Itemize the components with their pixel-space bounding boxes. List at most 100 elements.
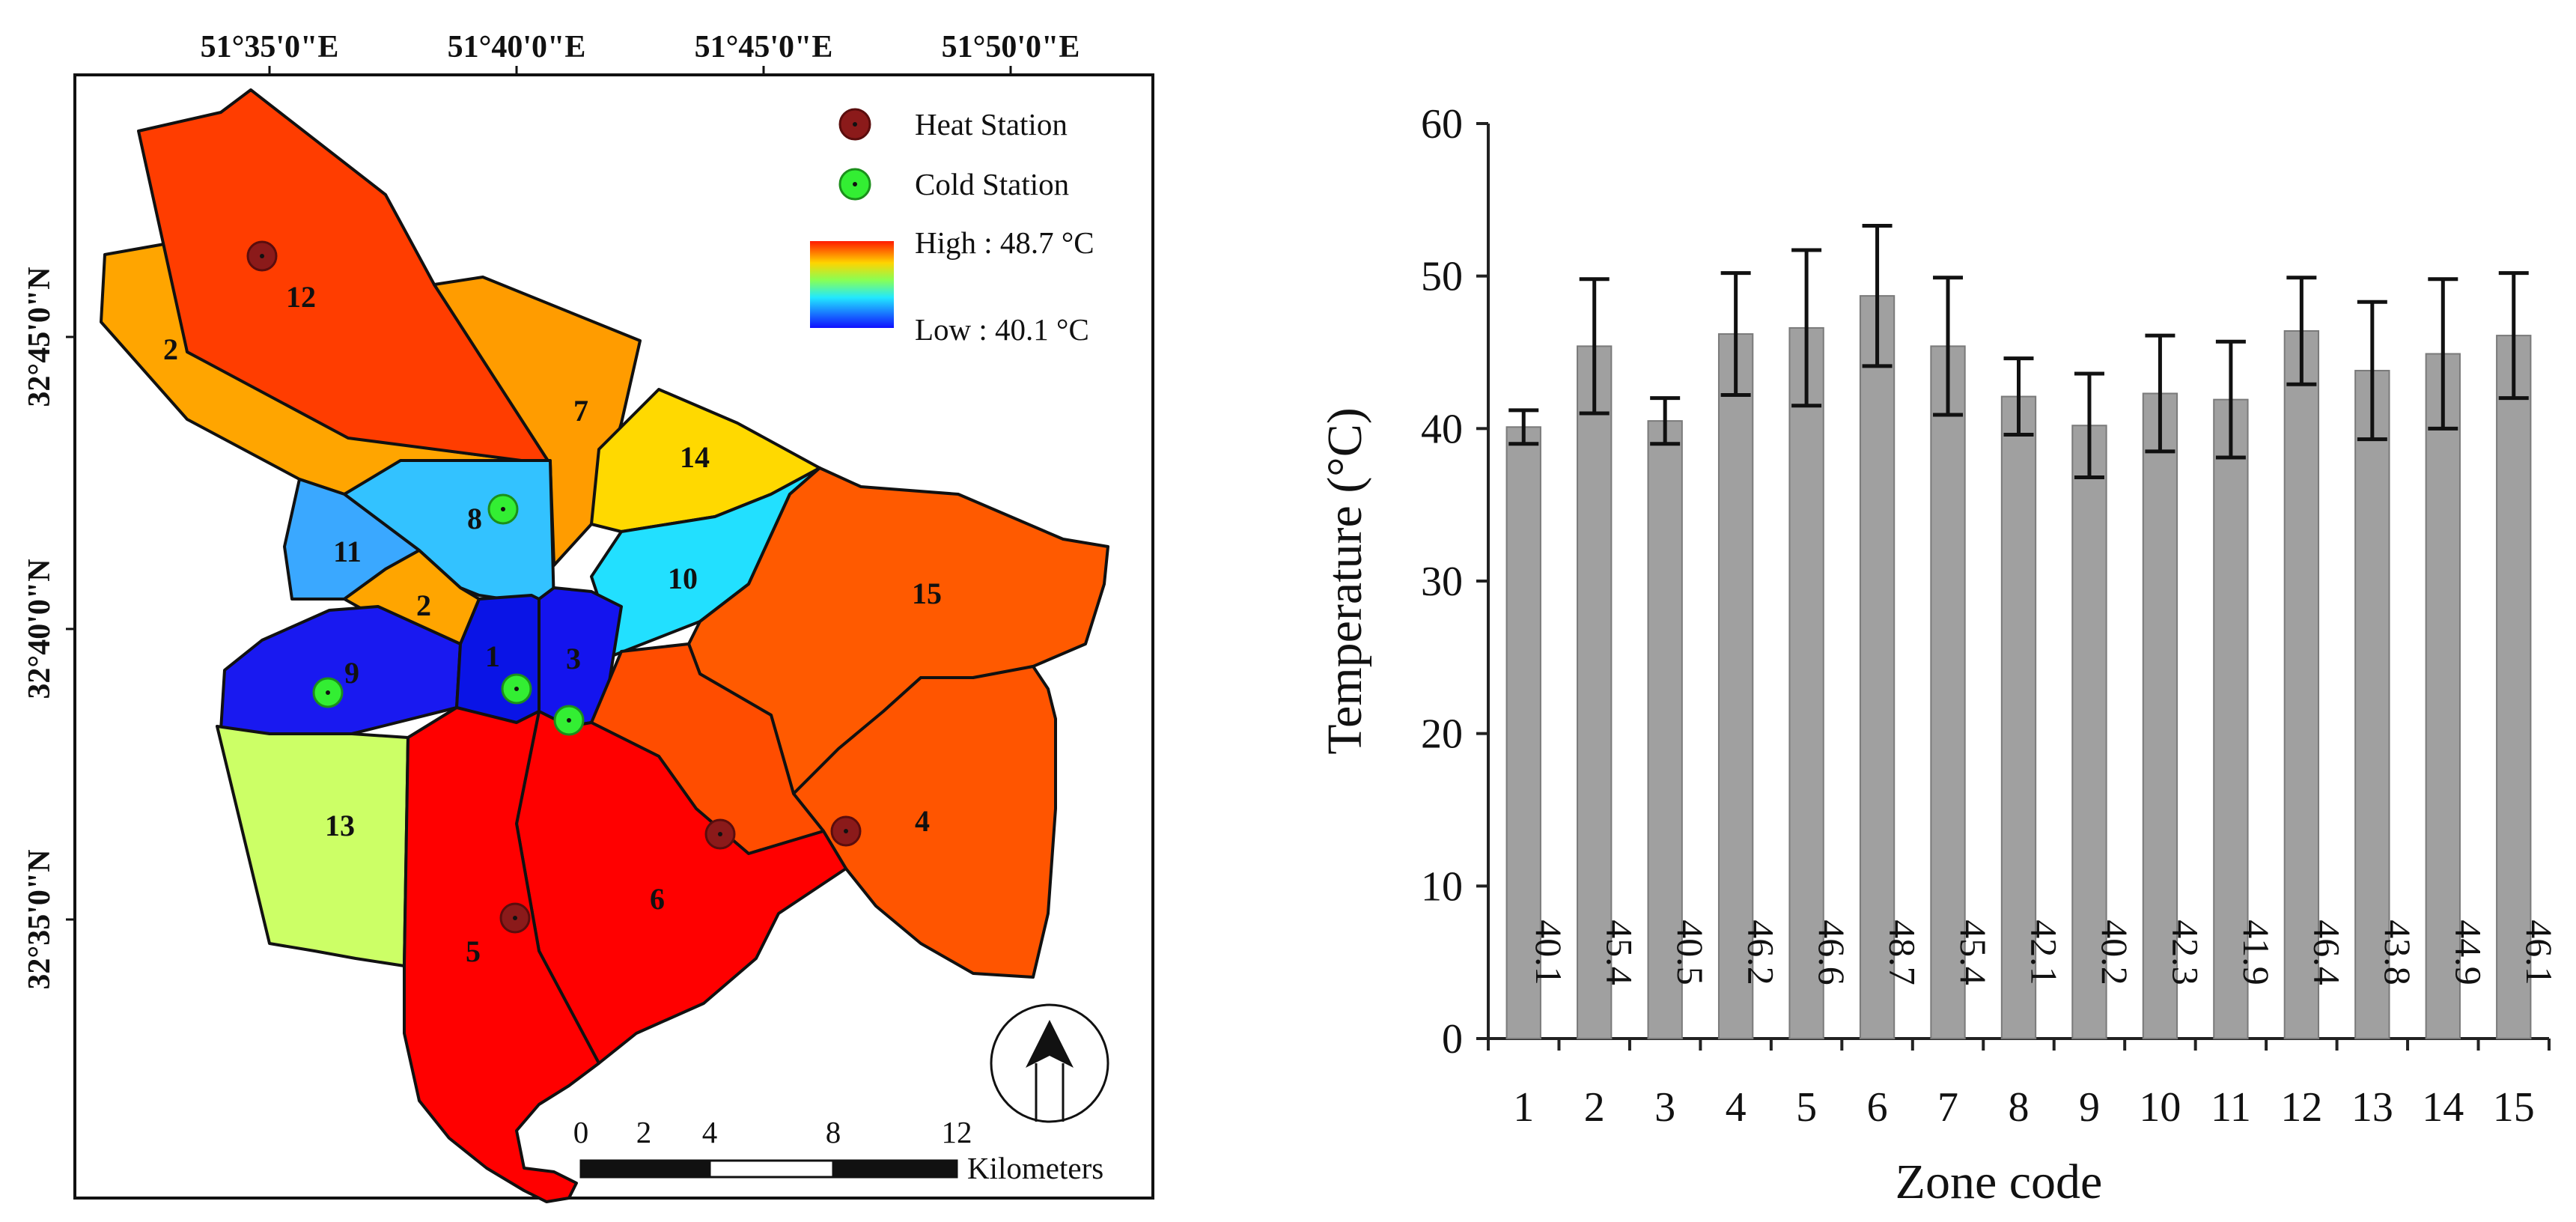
zone-label-2b: 2	[416, 589, 431, 622]
value-label-zone-3: 40.5	[1669, 919, 1711, 985]
x-tick-label: 6	[1867, 1084, 1888, 1131]
zone-label-6: 6	[650, 882, 665, 916]
y-tick-label: 20	[1421, 711, 1463, 758]
x-tick-label: 15	[2493, 1084, 2535, 1131]
bar-zone-1	[1505, 426, 1541, 1039]
map-panel: 51°35'0"E 51°40'0"E 51°45'0"E 51°50'0"E …	[22, 30, 1154, 1203]
zones	[100, 88, 1109, 1203]
lat-label-3: 32°35'0"N	[22, 849, 57, 989]
x-axis-title: Zone code	[1896, 1155, 2103, 1209]
bars: 40.1 45.4 40.5 46.2 46.6 48.7 45.4 42.1 40.2 42.3…	[1505, 223, 2560, 1040]
zone-label-13: 13	[325, 809, 355, 842]
value-label-zone-7: 45.4	[1952, 919, 1994, 985]
scale-tick-8: 8	[826, 1115, 841, 1149]
heat-station-marker	[830, 815, 862, 847]
north-arrow-icon	[990, 1003, 1109, 1123]
scale-tick-12: 12	[942, 1115, 972, 1149]
x-tick-label: 12	[2280, 1084, 2322, 1131]
cold-station-marker	[312, 677, 344, 708]
scale-bar: 0 2 4 8 12 Kilometers	[573, 1115, 1103, 1185]
heat-stations	[246, 240, 862, 934]
scale-unit-label: Kilometers	[967, 1151, 1103, 1185]
y-ticks: 0 10 20 30 40 50 60	[1421, 101, 1488, 1063]
cold-station-marker	[487, 493, 519, 525]
y-tick-label: 30	[1421, 559, 1463, 605]
value-label-zone-1: 40.1	[1528, 919, 1570, 985]
legend-high-label: High : 48.7 °C	[915, 225, 1094, 260]
lon-label-1: 51°35'0"E	[201, 30, 339, 64]
legend-heat-label: Heat Station	[915, 107, 1068, 142]
x-ticks: 1 2 3 4 5 6 7 8 9 10 11 12 13 14 15	[1487, 1039, 2551, 1131]
value-label-zone-15: 46.1	[2518, 919, 2560, 985]
x-tick-label: 3	[1654, 1084, 1675, 1131]
x-tick-label: 8	[2009, 1084, 2030, 1131]
bar-zone-4	[1717, 333, 1754, 1039]
heat-station-marker	[499, 902, 531, 934]
value-label-zone-5: 46.6	[1811, 919, 1853, 985]
bar-zone-13	[2354, 369, 2390, 1039]
zone-5	[403, 706, 600, 1203]
value-label-zone-12: 46.4	[2306, 919, 2348, 985]
zone-label-12: 12	[286, 280, 316, 314]
y-tick-label: 40	[1421, 406, 1463, 452]
cold-stations	[312, 493, 585, 736]
x-tick-label: 11	[2211, 1084, 2251, 1131]
heat-station-marker	[704, 818, 736, 850]
x-tick-label: 9	[2079, 1084, 2100, 1131]
y-axis-title: Temperature (°C)	[1318, 407, 1372, 754]
zone-label-11: 11	[333, 535, 362, 568]
lon-label-2: 51°40'0"E	[448, 30, 586, 64]
x-tick-label: 5	[1796, 1084, 1817, 1131]
x-tick-label: 2	[1584, 1084, 1605, 1131]
x-tick-label: 13	[2351, 1084, 2393, 1131]
map-ticks	[66, 66, 1012, 921]
value-label-zone-10: 42.3	[2164, 919, 2206, 985]
bar-zone-12	[2283, 329, 2320, 1039]
heat-station-marker	[246, 240, 278, 272]
legend-color-ramp	[810, 241, 894, 328]
zone-4	[792, 665, 1057, 979]
legend-cold-label: Cold Station	[915, 167, 1069, 201]
bar-zone-14	[2425, 353, 2461, 1039]
y-tick-label: 10	[1421, 863, 1463, 910]
zone-label-8: 8	[467, 502, 482, 535]
zone-label-2: 2	[163, 332, 178, 366]
y-tick-label: 50	[1421, 254, 1463, 300]
zone-label-9: 9	[344, 656, 359, 690]
value-label-zone-8: 42.1	[2024, 919, 2065, 985]
x-tick-label: 14	[2422, 1084, 2464, 1131]
cold-station-marker	[553, 705, 585, 736]
x-tick-label: 10	[2139, 1084, 2181, 1131]
bar-zone-7	[1930, 345, 1966, 1039]
value-label-zone-2: 45.4	[1599, 919, 1641, 985]
bar-zone-10	[2142, 392, 2178, 1039]
bar-zone-9	[2071, 425, 2107, 1039]
y-tick-label: 0	[1442, 1016, 1463, 1063]
value-label-zone-13: 43.8	[2377, 919, 2419, 985]
zone-label-7: 7	[573, 394, 588, 428]
value-label-zone-14: 44.9	[2447, 919, 2489, 985]
x-tick-label: 7	[1937, 1084, 1958, 1131]
zone-label-10: 10	[668, 562, 698, 595]
cold-station-marker	[501, 673, 532, 705]
zone-label-3: 3	[566, 642, 581, 675]
x-tick-label: 4	[1726, 1084, 1747, 1131]
lat-label-1: 32°45'0"N	[22, 267, 57, 407]
bar-zone-8	[2000, 395, 2037, 1039]
scale-tick-2: 2	[636, 1115, 652, 1149]
zone-label-1: 1	[485, 639, 500, 673]
scale-tick-4: 4	[702, 1115, 718, 1149]
value-label-zone-9: 40.2	[2094, 919, 2136, 985]
bar-zone-11	[2213, 398, 2249, 1039]
zone-label-4: 4	[915, 804, 930, 838]
bar-zone-2	[1577, 345, 1613, 1039]
x-tick-label: 1	[1513, 1084, 1534, 1131]
value-label-zone-11: 41.9	[2235, 919, 2277, 985]
lon-label-3: 51°45'0"E	[695, 30, 833, 64]
lat-label-2: 32°40'0"N	[22, 559, 57, 699]
y-tick-label: 60	[1421, 101, 1463, 148]
zone-label-5: 5	[466, 934, 481, 968]
bar-zone-15	[2496, 335, 2532, 1039]
